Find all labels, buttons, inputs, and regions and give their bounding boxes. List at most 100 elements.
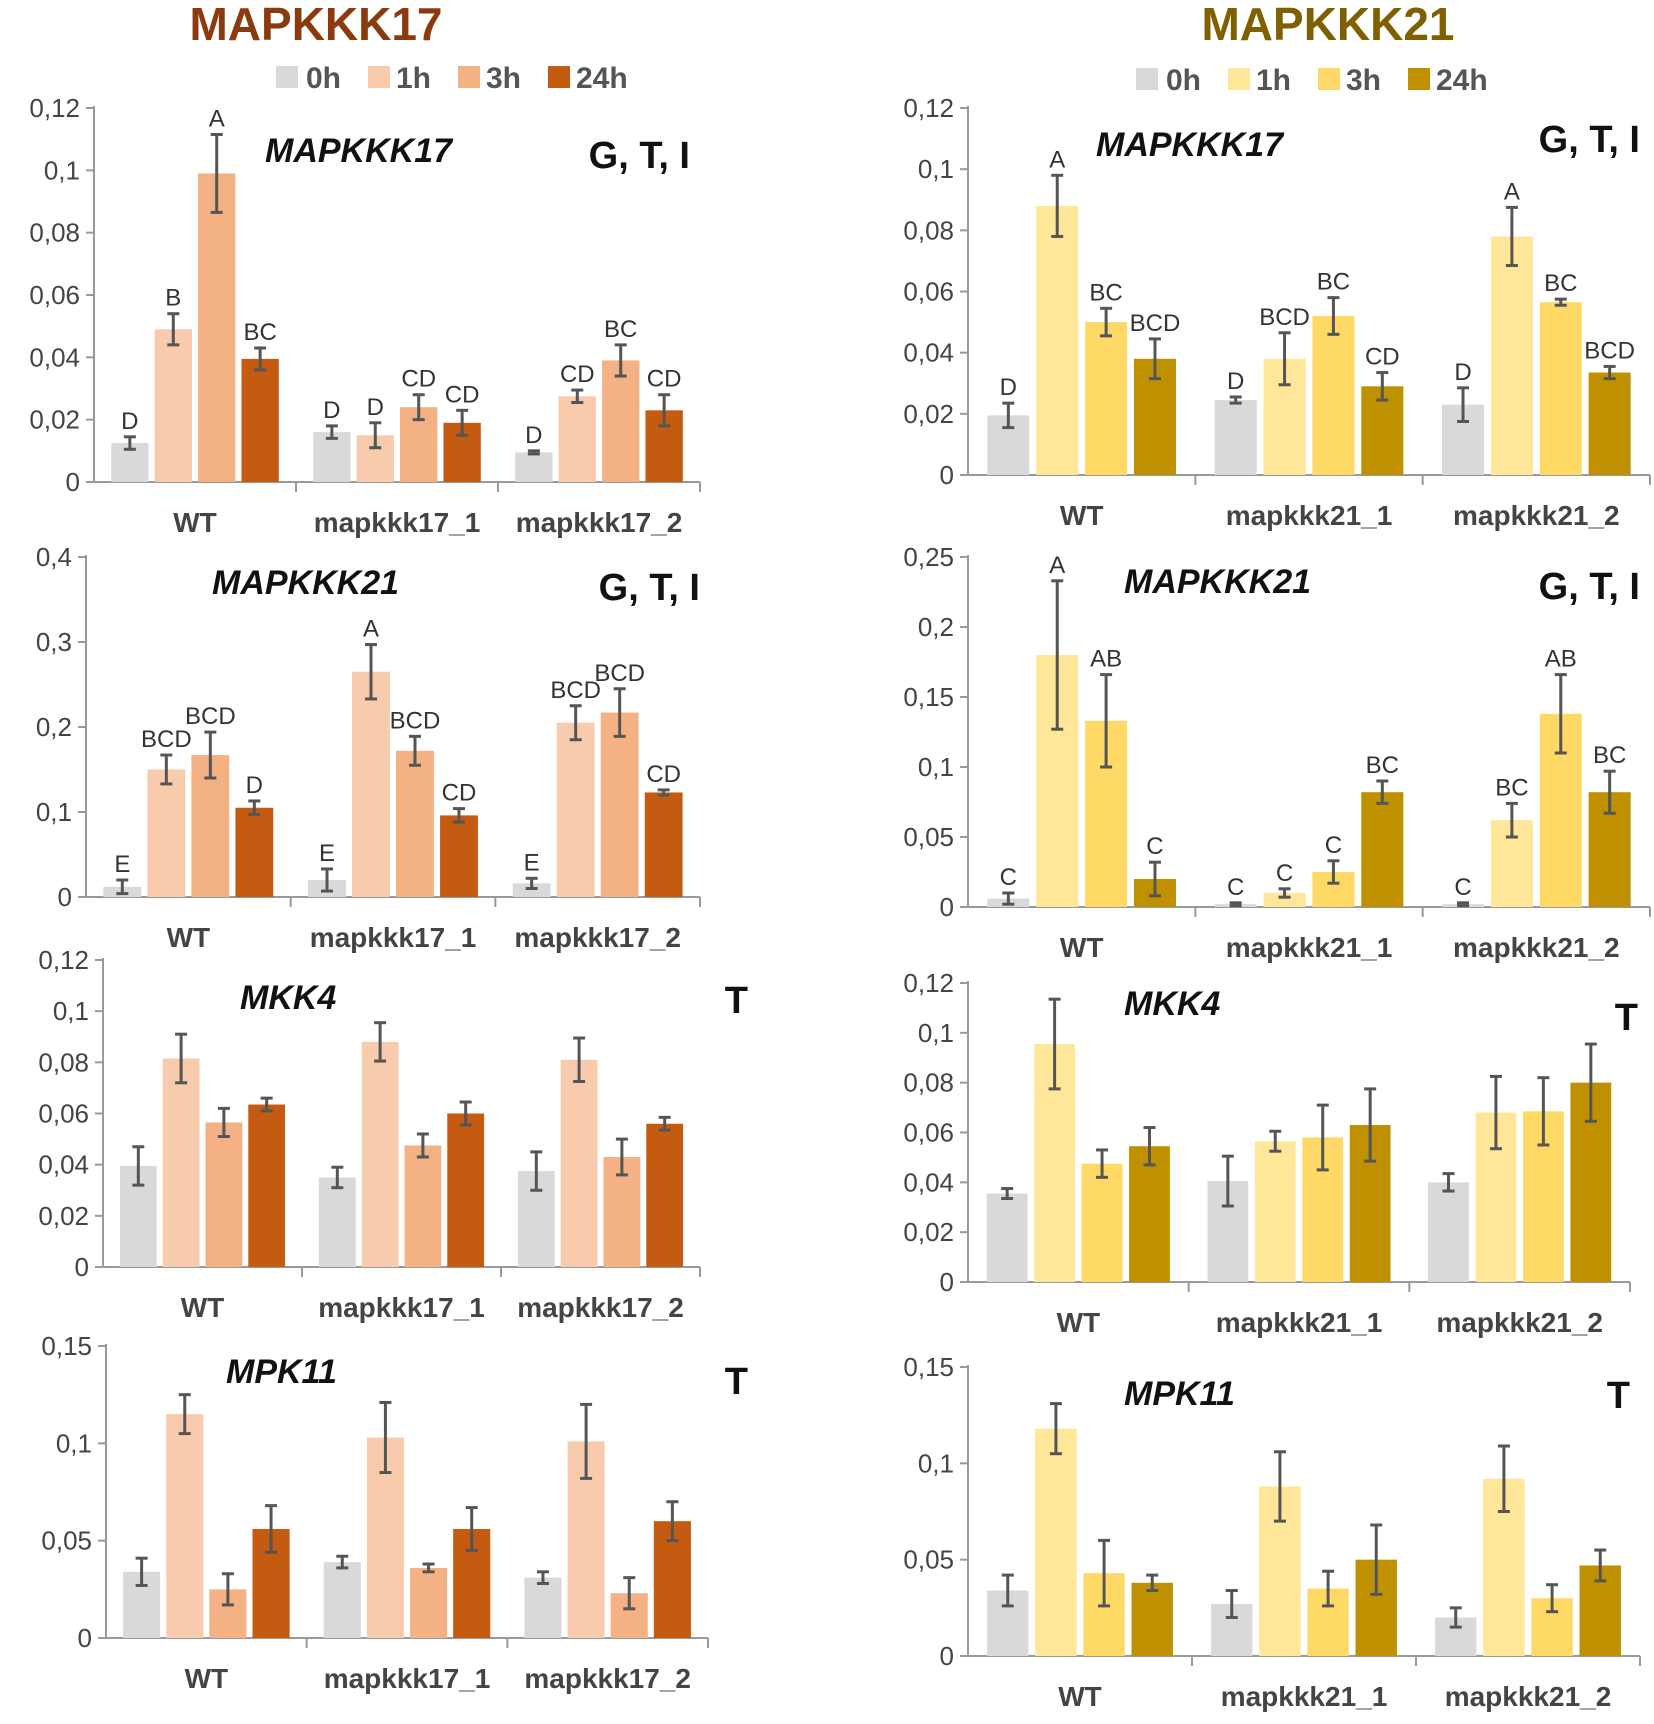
column-title-right: MAPKKK21 (1201, 0, 1454, 50)
y-tick-label: 0,06 (29, 280, 80, 310)
x-category-label: WT (167, 922, 211, 953)
x-category-label: mapkkk21_2 (1445, 1681, 1612, 1712)
x-category-label: WT (1058, 1681, 1102, 1712)
significance-letter: C (1325, 832, 1342, 859)
y-tick-label: 0 (78, 1623, 92, 1653)
legend-label-1h: 1h (1256, 64, 1291, 97)
gene-label: MKK4 (240, 979, 336, 1017)
legend-swatch-3h (458, 66, 480, 88)
legend-swatch-24h (1408, 68, 1430, 90)
gene-label: MAPKKK17 (265, 132, 454, 170)
y-tick-label: 0,1 (918, 154, 954, 184)
bar-1h (154, 329, 192, 482)
significance-letter: CD (442, 780, 477, 807)
x-category-label: mapkkk21_1 (1226, 500, 1393, 531)
y-tick-label: 0,02 (903, 399, 954, 429)
y-tick-label: 0,15 (903, 682, 954, 712)
bar-3h (198, 173, 236, 482)
significance-letter: D (367, 394, 384, 421)
y-tick-label: 0,08 (903, 215, 954, 245)
y-tick-label: 0,15 (41, 1331, 92, 1361)
legend-label-24h: 24h (576, 62, 628, 95)
legend-label-0h: 0h (306, 62, 341, 95)
chart-panel: 0 0,1 0,2 0,3 0,4 WT mapkkk17_1 mapkkk17_2 E E E BC… (36, 542, 701, 953)
y-tick-label: 0,12 (903, 93, 954, 123)
x-category-label: mapkkk21_2 (1453, 932, 1620, 963)
significance-letter: BC (1593, 742, 1626, 769)
bar-0h (524, 1577, 562, 1638)
treatment-code: G, T, I (589, 135, 690, 177)
significance-letter: D (1454, 359, 1471, 386)
bar-24h (248, 1104, 286, 1267)
legend-label-3h: 3h (486, 62, 521, 95)
y-tick-label: 0,1 (36, 797, 72, 827)
y-tick-label: 0,1 (44, 155, 80, 185)
bar-1h (166, 1414, 204, 1638)
bar-3h (600, 712, 639, 897)
significance-letter: A (1049, 146, 1065, 173)
gene-label: MAPKKK21 (1124, 563, 1311, 601)
gene-label: MAPKKK17 (1096, 126, 1285, 164)
y-tick-label: 0,05 (903, 822, 954, 852)
bar-1h (162, 1058, 200, 1267)
significance-letter: A (1049, 552, 1065, 579)
bar-24h (646, 1123, 684, 1267)
y-tick-label: 0,25 (903, 542, 954, 572)
significance-letter: D (1227, 368, 1244, 395)
gene-label: MPK11 (226, 1353, 337, 1391)
gene-label: MKK4 (1124, 985, 1220, 1023)
significance-letter: CD (401, 366, 436, 393)
y-tick-label: 0,06 (903, 277, 954, 307)
significance-letter: D (246, 772, 263, 799)
bar-3h (602, 360, 640, 482)
legend-swatch-3h (1318, 68, 1340, 90)
x-category-label: WT (181, 1292, 225, 1323)
bar-24h (1129, 1146, 1170, 1282)
significance-letter: CD (560, 361, 595, 388)
x-category-label: mapkkk21_1 (1216, 1307, 1383, 1338)
significance-letter: D (1000, 374, 1017, 401)
y-tick-label: 0,04 (38, 1150, 89, 1180)
bar-1h (1254, 1141, 1296, 1282)
treatment-code: T (725, 1361, 748, 1403)
bar-1h (1036, 205, 1079, 475)
significance-letter: BC (604, 316, 637, 343)
significance-letter: A (209, 105, 225, 132)
bar-3h (404, 1145, 442, 1267)
bar-24h (1588, 372, 1631, 475)
x-category-label: WT (173, 507, 217, 538)
y-tick-label: 0,02 (903, 1217, 954, 1247)
y-tick-label: 0 (58, 882, 72, 912)
bar-24h (235, 807, 274, 897)
x-category-label: WT (185, 1663, 229, 1694)
legend-swatch-1h (1228, 68, 1250, 90)
bar-1h (556, 722, 595, 897)
y-tick-label: 0,05 (41, 1526, 92, 1556)
bar-3h (1539, 302, 1582, 475)
bar-1h (558, 396, 596, 482)
significance-letter: C (1146, 833, 1163, 860)
y-tick-label: 0 (66, 467, 80, 497)
bar-1h (147, 769, 186, 897)
bar-3h (410, 1567, 448, 1638)
y-tick-label: 0,1 (918, 1448, 954, 1478)
bar-24h (644, 792, 683, 897)
y-tick-label: 0,2 (36, 712, 72, 742)
significance-letter: BC (1544, 270, 1577, 297)
y-tick-label: 0,12 (29, 93, 80, 123)
bar-1h (1490, 236, 1533, 475)
bar-24h (1131, 1582, 1173, 1656)
significance-letter: D (121, 408, 138, 435)
y-tick-label: 0 (940, 892, 954, 922)
significance-letter: B (165, 285, 181, 312)
bar-0h (512, 883, 551, 897)
bar-3h (1312, 315, 1355, 475)
significance-letter: D (323, 397, 340, 424)
bar-24h (1361, 792, 1404, 907)
column-title-left: MAPKKK17 (189, 0, 442, 50)
bar-0h (318, 1177, 356, 1267)
chart-panel: 0 0,02 0,04 0,06 0,08 0,1 0,12 WT mapkkk21_1 mapk… (903, 968, 1638, 1338)
significance-letter: BCD (141, 726, 192, 753)
